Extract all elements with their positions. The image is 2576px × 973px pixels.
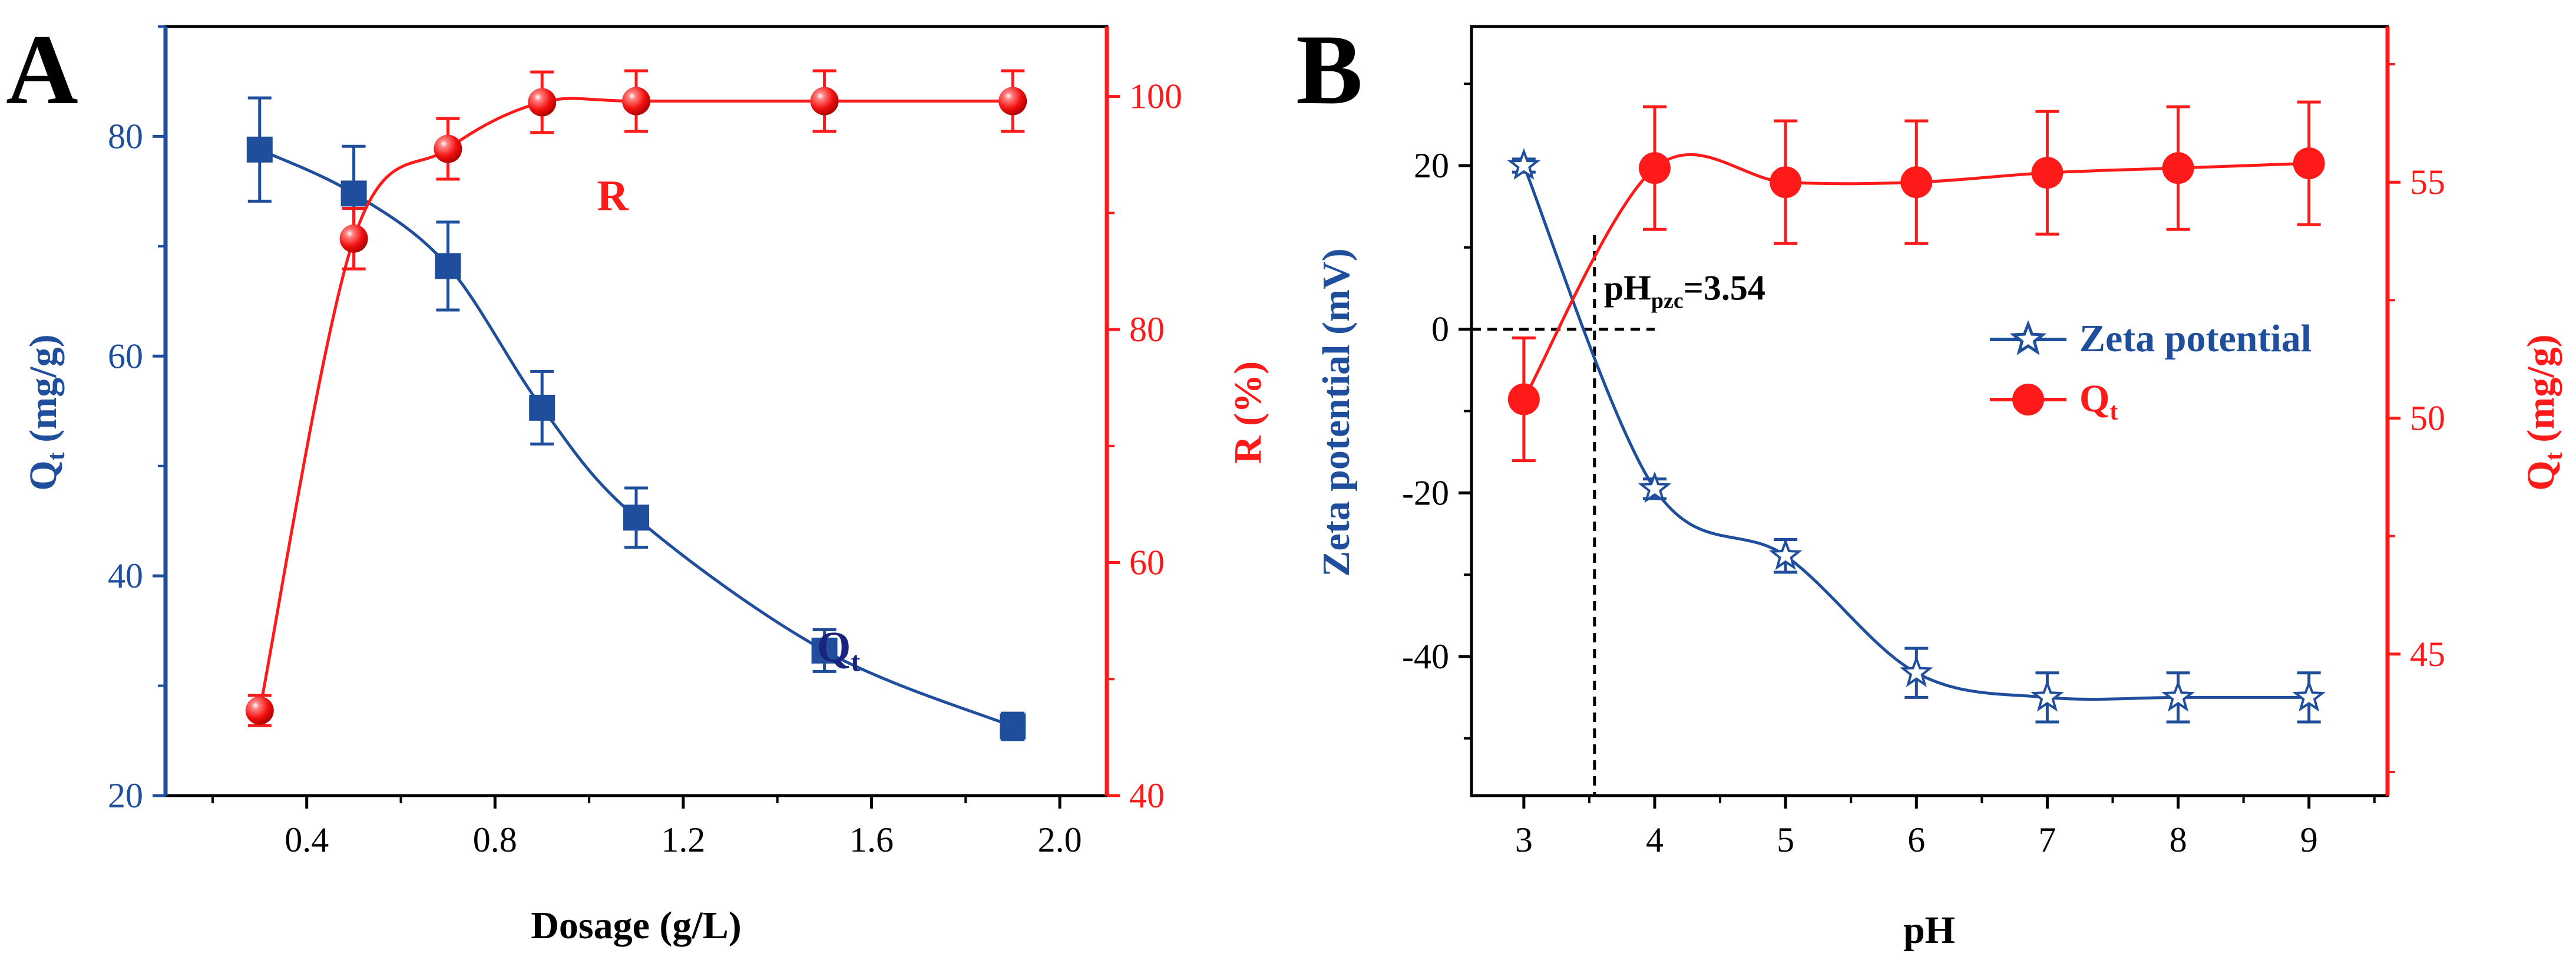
right-tick-label: 50 [2410,399,2445,438]
panel-b-x-ticks: 3 4 5 6 7 8 9 [1515,796,2376,859]
x-tick-label: 6 [1907,820,1925,859]
data-point-square [246,136,273,163]
x-tick-label: 9 [2300,820,2318,859]
data-point-square [1000,713,1026,740]
data-point-star [2161,680,2195,712]
left-tick-label: 20 [108,776,143,815]
data-point-circle [1900,166,1933,199]
data-point-square [623,504,649,531]
panel-b-right-ticks: 45 50 55 [2387,63,2445,773]
pzc-label: pHpzc=3.54 [1604,269,1765,314]
right-tick-label: 60 [1129,543,1165,582]
x-tick-label: 0.4 [285,820,329,859]
legend-qt-label: Qt [2079,377,2118,426]
data-point-sphere [245,696,274,725]
legend-star-shape [2009,319,2047,355]
data-point-star [1638,471,1672,503]
data-point-square [340,180,367,207]
data-point-star [2292,680,2326,712]
panel-a-right-ticks: 40 60 80 100 [1107,77,1182,815]
legend: Zeta potential Qt [1990,317,2312,426]
panel-a-frame [164,25,1109,797]
series-line-zeta-potential [1522,165,2309,701]
x-tick-label: 5 [1777,820,1794,859]
left-tick-label: -40 [1402,637,1449,676]
data-point-star [1507,148,1541,180]
panel-a: A 0.4 0.8 1.2 1.6 2.0 20 40 60 80 40 60 80 100 Dos… [6,14,1269,947]
panel-b-letter: B [1296,14,1363,125]
panel-b-left-ticks: -40 -20 0 20 [1402,83,1471,740]
data-point-circle [1639,152,1671,184]
panel-a-series [245,69,1027,741]
panel-a-left-ticks: 20 40 60 80 [108,25,166,815]
left-tick-label: 20 [1414,146,1449,185]
data-point-square [529,394,555,421]
x-tick-label: 3 [1515,820,1533,859]
x-tick-label: 4 [1646,820,1664,859]
data-point-star [2031,680,2064,712]
panel-a-left-y-label: Qt (mg/g) [22,334,70,490]
right-tick-label: 80 [1129,310,1165,349]
data-point-circle [1507,383,1540,415]
left-tick-label: -20 [1402,473,1449,512]
right-tick-label: 100 [1129,77,1182,116]
data-point-sphere [434,134,462,163]
data-point-circle [2031,157,2064,189]
legend-qt-marker [2012,384,2044,415]
data-point-sphere [998,87,1027,116]
x-tick-label: 1.2 [661,820,705,859]
panel-a-right-y-label: R (%) [1226,361,1269,464]
right-tick-label: 55 [2410,163,2445,202]
x-tick-label: 2.0 [1038,820,1082,859]
right-tick-label: 45 [2410,635,2445,674]
left-tick-label: 60 [108,337,143,375]
pzc-guides [1471,235,1655,796]
panel-b-right-y-label: Qt (mg/g) [2519,334,2568,490]
left-tick-label: 40 [108,556,143,595]
legend-zeta-label: Zeta potential [2079,317,2312,360]
left-tick-label: 80 [108,117,143,156]
panel-a-letter: A [6,14,78,125]
x-tick-label: 8 [2170,820,2187,859]
data-point-circle [1770,166,1802,199]
annotation-r: R [597,171,629,220]
x-tick-label: 0.8 [473,820,517,859]
x-tick-label: 1.6 [849,820,894,859]
panel-a-x-label: Dosage (g/L) [531,904,741,947]
left-tick-label: 0 [1431,310,1449,349]
annotation-qt: Qt [817,624,861,678]
data-point-square [435,253,461,279]
x-tick-label: 7 [2038,820,2056,859]
data-point-sphere [528,88,557,117]
panel-b-left-y-label: Zeta potential (mV) [1315,248,1358,576]
data-point-sphere [339,224,368,253]
series-line-r [258,97,1013,711]
data-point-star [1899,655,1933,687]
panel-b-series [1507,100,2326,724]
panel-b-x-label: pH [1903,909,1955,952]
right-tick-label: 40 [1129,776,1165,815]
data-point-circle [2293,147,2325,180]
data-point-star [1768,538,1803,570]
data-point-sphere [810,87,839,116]
panel-a-x-ticks: 0.4 0.8 1.2 1.6 2.0 [211,796,1082,859]
series-line-qt [259,148,1014,728]
data-point-sphere [622,87,650,116]
data-point-circle [2162,152,2194,184]
data-point-square [811,637,838,664]
legend-zeta-marker [2009,319,2047,355]
